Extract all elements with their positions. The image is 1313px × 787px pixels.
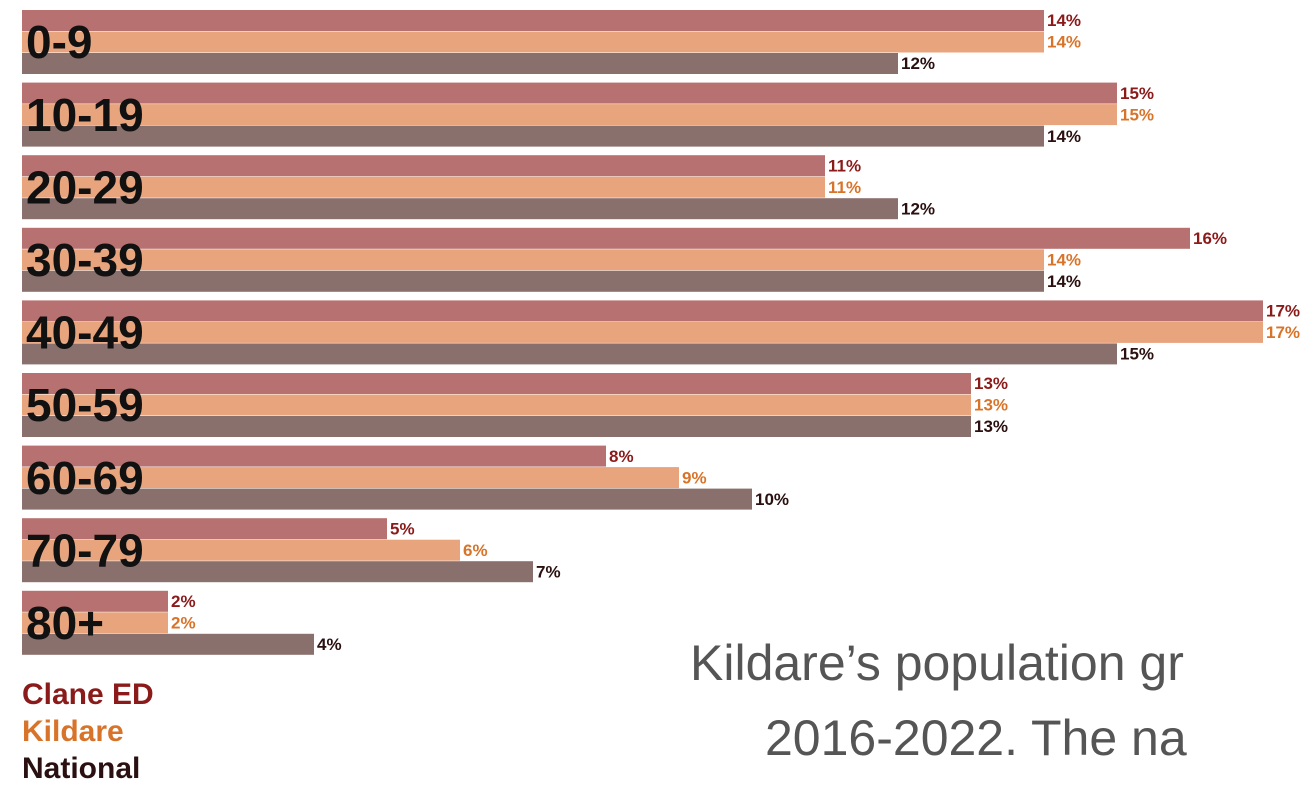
bar <box>22 416 971 437</box>
value-label: 16% <box>1193 229 1227 248</box>
bar <box>22 176 825 198</box>
value-label: 14% <box>1047 272 1081 291</box>
bar <box>22 343 1117 365</box>
value-label: 12% <box>901 54 935 73</box>
value-label: 14% <box>1047 127 1081 146</box>
bar <box>22 82 1117 104</box>
value-label: 17% <box>1266 323 1300 342</box>
bar <box>22 227 1190 249</box>
category-label: 10-19 <box>26 89 144 141</box>
value-label: 2% <box>171 614 196 633</box>
value-label: 15% <box>1120 105 1154 124</box>
value-label: 13% <box>974 396 1008 415</box>
bar <box>22 198 898 220</box>
bar <box>22 445 606 467</box>
bar <box>22 467 679 489</box>
value-label: 14% <box>1047 251 1081 270</box>
category-label: 30-39 <box>26 234 144 286</box>
bar <box>22 373 971 394</box>
value-label: 17% <box>1266 302 1300 321</box>
value-label: 7% <box>536 562 561 581</box>
value-label: 8% <box>609 447 634 466</box>
value-label: 11% <box>828 178 861 197</box>
bar <box>22 125 1044 147</box>
labels: 14% 14% 12% 0-9 15% 15% 14% 10-19 11% 11% 12% 20-29… <box>26 11 1300 654</box>
bar <box>22 155 825 177</box>
value-label: 14% <box>1047 11 1081 30</box>
bar <box>22 321 1263 343</box>
bar <box>22 394 971 416</box>
bars <box>22 10 1263 655</box>
category-label: 20-29 <box>26 161 144 213</box>
value-label: 13% <box>974 374 1008 393</box>
bar <box>22 561 533 583</box>
bar <box>22 518 387 540</box>
bar <box>22 10 1044 31</box>
value-label: 2% <box>171 592 196 611</box>
value-label: 13% <box>974 417 1008 436</box>
value-label: 15% <box>1120 84 1154 103</box>
value-label: 11% <box>828 156 861 175</box>
value-label: 12% <box>901 199 935 218</box>
bar <box>22 249 1044 271</box>
value-label: 14% <box>1047 33 1081 52</box>
legend-entry: Kildare <box>22 715 124 748</box>
bar <box>22 300 1263 322</box>
annotation: Kildare’s population gr <box>690 635 1184 691</box>
bar <box>22 633 314 655</box>
bar <box>22 488 752 510</box>
category-label: 50-59 <box>26 379 144 431</box>
bar <box>22 539 460 561</box>
value-label: 10% <box>755 490 789 509</box>
bar <box>22 590 168 612</box>
bar <box>22 612 168 634</box>
value-label: 4% <box>317 635 342 654</box>
value-label: 6% <box>463 541 488 560</box>
value-label: 9% <box>682 468 707 487</box>
bar <box>22 53 898 74</box>
bar <box>22 31 1044 53</box>
category-label: 80+ <box>26 597 104 649</box>
category-label: 70-79 <box>26 524 144 576</box>
legend-entry: National <box>22 752 140 785</box>
category-label: 0-9 <box>26 16 92 68</box>
value-label: 15% <box>1120 345 1154 364</box>
legend-entry: Clane ED <box>22 678 154 711</box>
category-label: 40-49 <box>26 307 144 359</box>
bar <box>22 104 1117 126</box>
bar <box>22 270 1044 292</box>
category-label: 60-69 <box>26 452 144 504</box>
value-label: 5% <box>390 519 415 538</box>
annotation: 2016-2022. The na <box>765 710 1187 766</box>
